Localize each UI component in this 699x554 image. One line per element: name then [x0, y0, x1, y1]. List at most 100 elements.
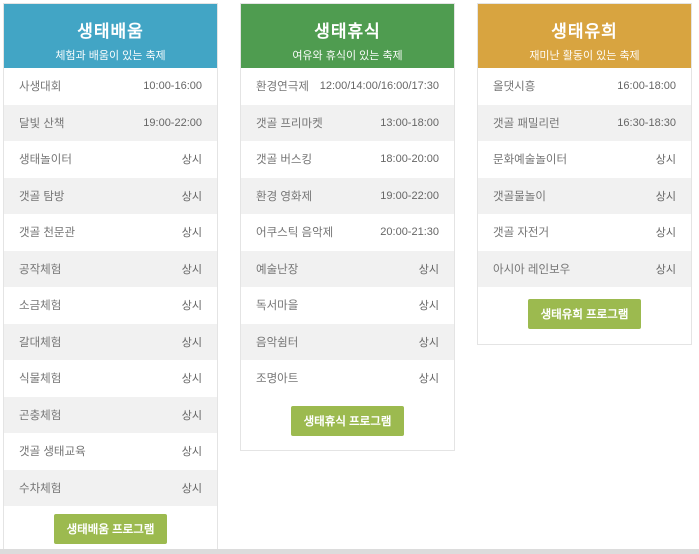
- program-name: 예술난장: [256, 263, 299, 276]
- program-name: 아시아 레인보우: [493, 263, 571, 276]
- program-list: 사생대회 10:00-16:00 달빛 산책 19:00-22:00 생태놀이터…: [4, 68, 217, 506]
- program-row: 갈대체험 상시: [4, 323, 217, 360]
- column-header: 생태휴식 여유와 휴식이 있는 축제: [241, 4, 454, 68]
- program-row: 갯골 탐방 상시: [4, 177, 217, 214]
- program-button-area: 생태휴식 프로그램: [241, 397, 454, 450]
- program-name: 공작체험: [19, 263, 62, 276]
- column-header: 생태배움 체험과 배움이 있는 축제: [4, 4, 217, 68]
- section-divider: [0, 549, 699, 554]
- program-time: 상시: [655, 263, 676, 276]
- program-time: 13:00-18:00: [380, 116, 439, 129]
- program-row: 갯골 버스킹 18:00-20:00: [241, 141, 454, 178]
- program-time: 19:00-22:00: [143, 116, 202, 129]
- program-button[interactable]: 생태휴식 프로그램: [290, 405, 405, 436]
- program-row: 식물체험 상시: [4, 360, 217, 397]
- program-time: 상시: [181, 300, 202, 313]
- column-subtitle: 체험과 배움이 있는 축제: [55, 50, 166, 62]
- column-subtitle: 여유와 휴식이 있는 축제: [292, 50, 403, 62]
- program-row: 조명아트 상시: [241, 360, 454, 397]
- program-row: 달빛 산책 19:00-22:00: [4, 104, 217, 141]
- program-name: 갈대체험: [19, 336, 62, 349]
- program-row: 음악쉼터 상시: [241, 323, 454, 360]
- program-row: 올댓시흥 16:00-18:00: [478, 68, 691, 105]
- program-button-area: 생태배움 프로그램: [4, 506, 217, 553]
- program-name: 음악쉼터: [256, 336, 299, 349]
- program-time: 상시: [655, 227, 676, 240]
- program-name: 곤충체험: [19, 409, 62, 422]
- program-time: 상시: [181, 409, 202, 422]
- program-name: 사생대회: [19, 81, 62, 94]
- program-time: 상시: [181, 482, 202, 495]
- program-row: 갯골 천문관 상시: [4, 214, 217, 251]
- column-title: 생태배움: [77, 22, 144, 41]
- program-time: 상시: [181, 227, 202, 240]
- program-row: 소금체험 상시: [4, 287, 217, 324]
- program-row: 환경 영화제 19:00-22:00: [241, 177, 454, 214]
- program-time: 상시: [655, 190, 676, 203]
- program-name: 갯골 버스킹: [256, 154, 313, 167]
- program-name: 갯골 패밀리런: [493, 117, 560, 130]
- program-time: 상시: [655, 154, 676, 167]
- program-button[interactable]: 생태유희 프로그램: [527, 299, 642, 329]
- program-button[interactable]: 생태배움 프로그램: [53, 514, 168, 544]
- program-name: 달빛 산책: [19, 117, 65, 130]
- program-name: 독서마을: [256, 300, 299, 313]
- program-time: 상시: [181, 154, 202, 167]
- column-header: 생태유희 재미난 활동이 있는 축제: [478, 4, 691, 68]
- program-row: 수차체험 상시: [4, 469, 217, 506]
- program-time: 18:00-20:00: [380, 153, 439, 166]
- program-name: 갯골 생태교육: [19, 446, 86, 459]
- program-list: 환경연극제 12:00/14:00/16:00/17:30 갯골 프리마켓 13…: [241, 68, 454, 397]
- program-time: 상시: [418, 336, 439, 349]
- program-row: 어쿠스틱 음악제 20:00-21:30: [241, 214, 454, 251]
- program-time: 10:00-16:00: [143, 80, 202, 93]
- program-name: 생태놀이터: [19, 154, 72, 167]
- program-column-eco-play: 생태유희 재미난 활동이 있는 축제 올댓시흥 16:00-18:00 갯골 패…: [477, 3, 692, 345]
- program-time: 19:00-22:00: [380, 189, 439, 202]
- program-name: 갯골 탐방: [19, 190, 65, 203]
- program-time: 상시: [181, 263, 202, 276]
- program-button-area: 생태유희 프로그램: [478, 287, 691, 344]
- program-time: 상시: [181, 373, 202, 386]
- program-time: 12:00/14:00/16:00/17:30: [319, 80, 439, 93]
- program-name: 갯골물놀이: [493, 190, 546, 203]
- program-column-eco-learning: 생태배움 체험과 배움이 있는 축제 사생대회 10:00-16:00 달빛 산…: [3, 3, 218, 554]
- program-name: 소금체험: [19, 300, 62, 313]
- program-row: 예술난장 상시: [241, 250, 454, 287]
- program-row: 아시아 레인보우 상시: [478, 250, 691, 287]
- program-name: 갯골 프리마켓: [256, 117, 323, 130]
- program-time: 상시: [418, 373, 439, 386]
- program-row: 갯골 프리마켓 13:00-18:00: [241, 104, 454, 141]
- program-time: 16:00-18:00: [617, 80, 676, 93]
- program-row: 갯골 패밀리런 16:30-18:30: [478, 104, 691, 141]
- program-row: 생태놀이터 상시: [4, 141, 217, 178]
- program-time: 상시: [181, 446, 202, 459]
- program-name: 식물체험: [19, 373, 62, 386]
- program-time: 상시: [181, 336, 202, 349]
- column-title: 생태유희: [551, 22, 618, 41]
- program-row: 갯골 자전거 상시: [478, 214, 691, 251]
- program-row: 사생대회 10:00-16:00: [4, 68, 217, 105]
- program-row: 공작체험 상시: [4, 250, 217, 287]
- program-time: 20:00-21:30: [380, 226, 439, 239]
- column-subtitle: 재미난 활동이 있는 축제: [529, 50, 640, 62]
- program-row: 문화예술놀이터 상시: [478, 141, 691, 178]
- program-time: 16:30-18:30: [617, 116, 676, 129]
- program-time: 상시: [181, 190, 202, 203]
- program-list: 올댓시흥 16:00-18:00 갯골 패밀리런 16:30-18:30 문화예…: [478, 68, 691, 287]
- program-time: 상시: [418, 263, 439, 276]
- program-name: 올댓시흥: [493, 81, 536, 94]
- program-column-eco-rest: 생태휴식 여유와 휴식이 있는 축제 환경연극제 12:00/14:00/16:…: [240, 3, 455, 451]
- program-name: 조명아트: [256, 373, 299, 386]
- program-row: 갯골 생태교육 상시: [4, 433, 217, 470]
- program-name: 어쿠스틱 음악제: [256, 227, 334, 240]
- program-row: 곤충체험 상시: [4, 396, 217, 433]
- program-name: 갯골 천문관: [19, 227, 76, 240]
- program-name: 문화예술놀이터: [493, 154, 568, 167]
- program-name: 갯골 자전거: [493, 227, 550, 240]
- column-title: 생태휴식: [314, 22, 381, 41]
- program-row: 갯골물놀이 상시: [478, 177, 691, 214]
- program-name: 수차체험: [19, 482, 62, 495]
- program-row: 환경연극제 12:00/14:00/16:00/17:30: [241, 68, 454, 105]
